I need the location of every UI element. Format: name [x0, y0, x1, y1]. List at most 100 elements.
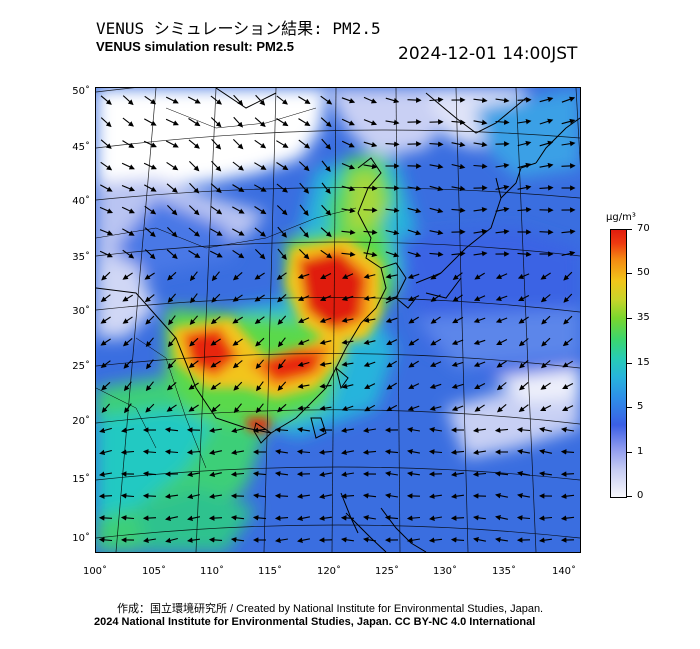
wind-arrow — [363, 317, 376, 323]
lon-label-100: 100˚ — [82, 566, 108, 577]
wind-arrow — [451, 185, 466, 192]
wind-arrow — [407, 537, 420, 543]
wind-arrow — [429, 141, 444, 147]
wind-arrow — [363, 163, 378, 170]
wind-arrow — [407, 97, 422, 103]
wind-arrow — [385, 471, 398, 477]
wind-arrow — [386, 382, 397, 390]
wind-arrow — [539, 185, 554, 191]
wind-arrow — [166, 249, 178, 260]
wind-arrow — [252, 471, 267, 477]
wind-arrow — [121, 184, 136, 192]
wind-arrow — [473, 250, 488, 257]
wind-arrow — [385, 119, 400, 126]
wind-arrow — [100, 316, 111, 324]
wind-arrow — [451, 141, 466, 148]
wind-arrow — [144, 272, 155, 280]
wind-arrow — [407, 207, 422, 214]
wind-arrow — [254, 184, 267, 192]
wind-arrow — [341, 118, 355, 126]
wind-arrow — [230, 537, 245, 543]
credit-line: 作成：国立環境研究所 / Created by National Institu… — [117, 603, 544, 615]
wind-arrow — [142, 515, 157, 521]
wind-arrow — [341, 295, 354, 301]
wind-arrow — [561, 427, 574, 433]
wind-arrow — [277, 293, 287, 303]
wind-arrow — [187, 493, 200, 500]
wind-arrow — [146, 359, 154, 370]
wind-arrow — [321, 182, 331, 194]
wind-arrow — [145, 337, 154, 348]
wind-arrow — [99, 427, 112, 434]
wind-arrow — [145, 403, 155, 413]
wind-arrow — [98, 515, 113, 521]
pm25-concentration-map[interactable] — [95, 87, 581, 553]
wind-arrow — [363, 295, 376, 301]
wind-arrow — [363, 207, 378, 213]
wind-arrow — [364, 383, 376, 389]
wind-arrow — [516, 515, 531, 521]
wind-arrow — [494, 427, 509, 433]
wind-arrow — [540, 382, 551, 390]
wind-arrow — [386, 360, 397, 368]
colorbar-label-70: 70 — [637, 223, 650, 234]
wind-arrow — [123, 359, 133, 369]
wind-arrow — [517, 273, 530, 279]
wind-arrow — [560, 471, 575, 477]
wind-arrow — [385, 229, 400, 236]
wind-arrow — [517, 251, 532, 257]
map-canvas — [96, 88, 580, 552]
wind-arrow — [210, 228, 223, 236]
wind-arrow — [385, 317, 398, 323]
wind-arrow — [186, 449, 201, 455]
wind-arrow — [254, 139, 267, 149]
wind-arrow — [473, 536, 487, 543]
wind-arrow — [473, 361, 486, 367]
wind-arrow — [99, 250, 113, 258]
wind-arrow — [452, 294, 463, 302]
wind-arrow — [256, 381, 264, 392]
wind-arrow — [144, 118, 157, 126]
wind-arrow — [319, 493, 333, 500]
wind-arrow — [209, 449, 223, 456]
wind-arrow — [517, 184, 532, 191]
wind-arrow — [341, 229, 356, 235]
wind-arrow — [165, 118, 179, 126]
wind-arrow — [561, 250, 576, 257]
wind-arrow — [363, 229, 378, 235]
wind-arrow — [318, 449, 333, 455]
wind-arrow — [495, 119, 510, 125]
wind-arrow — [473, 206, 488, 213]
wind-arrow — [363, 515, 376, 521]
wind-arrow — [254, 227, 266, 237]
wind-arrow — [541, 315, 551, 325]
wind-arrow — [340, 515, 355, 521]
wind-arrow — [451, 361, 464, 367]
wind-arrow — [143, 162, 157, 170]
wind-arrow — [451, 163, 466, 170]
wind-arrow — [101, 403, 111, 413]
wind-arrow — [385, 97, 400, 104]
wind-arrow — [299, 204, 309, 216]
wind-arrow — [121, 162, 135, 170]
wind-arrow — [231, 427, 244, 434]
wind-arrow — [275, 449, 288, 455]
wind-arrow — [452, 316, 464, 324]
wind-arrow — [233, 381, 243, 391]
wind-arrow — [407, 471, 420, 477]
wind-arrow — [563, 271, 573, 281]
wind-arrow — [341, 427, 354, 433]
wind-arrow — [473, 228, 488, 235]
wind-arrow — [275, 537, 288, 543]
lat-label-25: 25˚ — [72, 361, 90, 372]
wind-arrow — [190, 293, 198, 304]
wind-arrow — [254, 294, 265, 302]
wind-arrow — [188, 360, 199, 368]
wind-arrow — [164, 493, 179, 499]
wind-arrow — [230, 515, 245, 521]
wind-arrow — [430, 294, 441, 302]
wind-arrow — [233, 94, 244, 106]
colorbar-label-50: 50 — [637, 267, 650, 278]
wind-arrow — [385, 493, 398, 499]
wind-arrow — [210, 95, 222, 105]
